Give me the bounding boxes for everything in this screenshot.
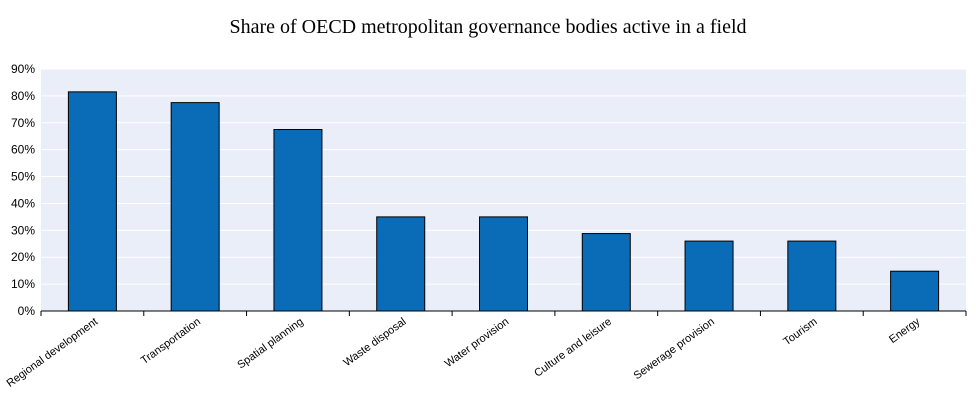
- x-axis-labels: Regional development Transportation Spatia…: [5, 315, 923, 389]
- y-tick-label: 70%: [11, 116, 35, 130]
- bar: [479, 216, 528, 312]
- bar: [170, 102, 220, 312]
- x-category-label: Waste disposal: [341, 316, 408, 369]
- x-category-label: Tourism: [781, 316, 819, 348]
- bar: [376, 216, 426, 312]
- x-category-label: Water provision: [443, 316, 512, 370]
- bar: [273, 129, 323, 312]
- y-tick-label: 40%: [11, 196, 35, 210]
- bar: [67, 91, 117, 312]
- y-tick-label: 80%: [11, 89, 35, 103]
- x-category-label: Energy: [887, 315, 923, 345]
- y-tick-label: 10%: [11, 277, 35, 291]
- y-tick-label: 60%: [11, 143, 35, 157]
- bar: [787, 240, 837, 312]
- y-tick-label: 20%: [11, 250, 35, 264]
- chart-title: Share of OECD metropolitan governance bo…: [229, 16, 747, 38]
- x-category-label: Regional development: [5, 316, 101, 390]
- bar: [890, 270, 940, 312]
- axes: [40, 310, 967, 316]
- y-tick-label: 30%: [11, 223, 35, 237]
- bar: [581, 233, 631, 312]
- x-category-label: Spatial planning: [235, 316, 305, 372]
- bars: [67, 91, 940, 312]
- bar: [684, 240, 734, 312]
- y-tick-label: 50%: [11, 170, 35, 184]
- x-category-label: Transportation: [139, 316, 203, 367]
- y-tick-label: 0%: [18, 304, 36, 318]
- y-axis-ticks: 0% 10% 20% 30% 40% 50% 60% 70% 80% 90%: [11, 62, 35, 318]
- y-tick-label: 90%: [11, 62, 35, 76]
- x-category-label: Sewerage provision: [632, 316, 717, 383]
- x-category-label: Culture and leisure: [532, 316, 614, 380]
